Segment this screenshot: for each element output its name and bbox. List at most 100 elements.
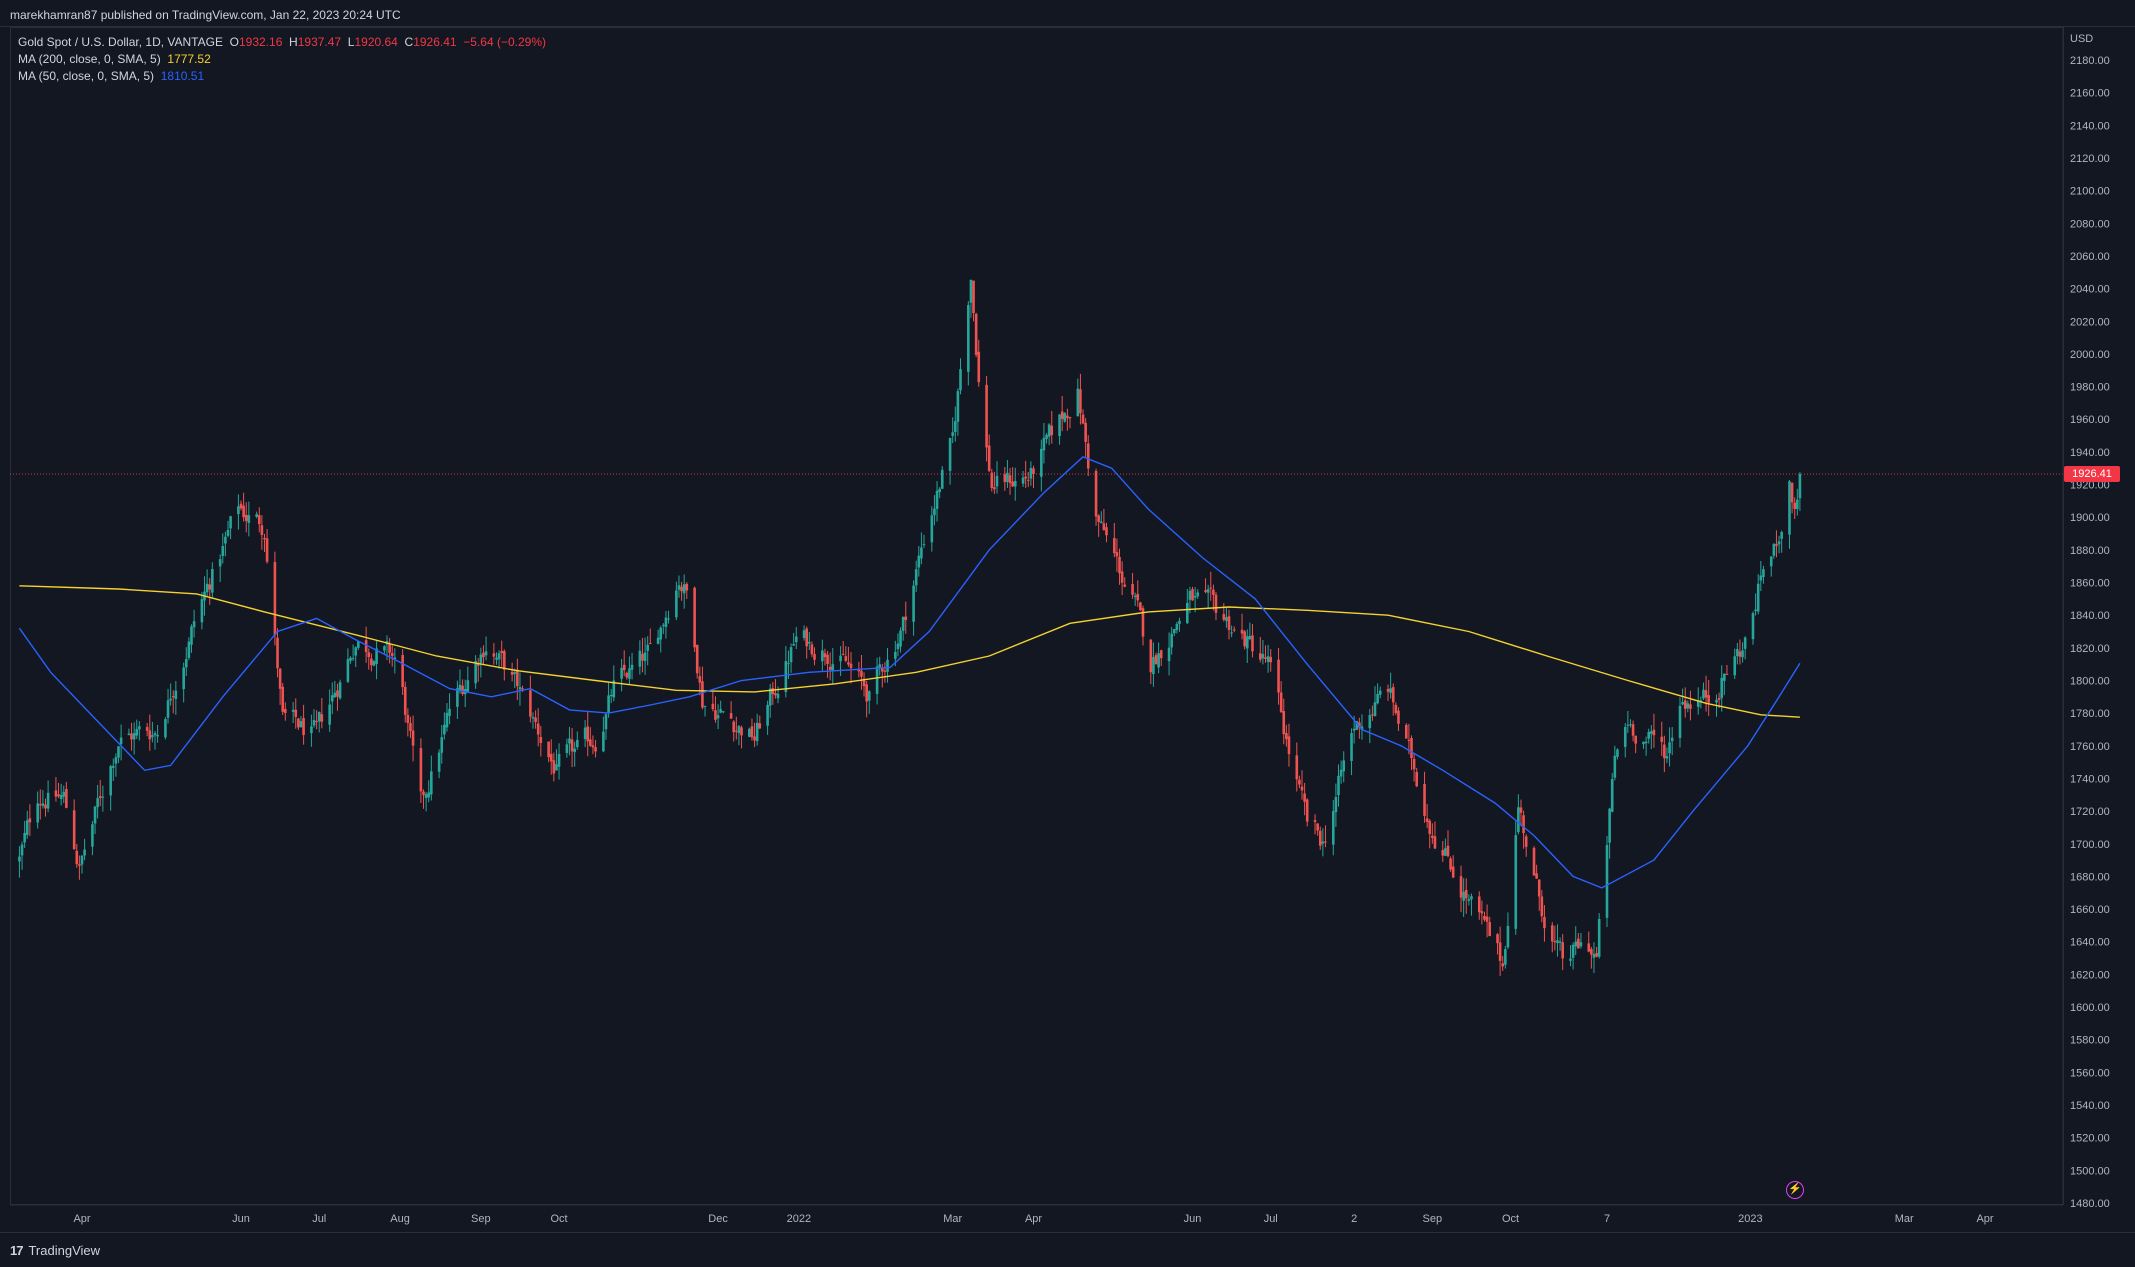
candle-body: [1115, 552, 1119, 557]
candle-body: [1222, 614, 1226, 620]
candle-body: [25, 820, 29, 835]
x-tick-label: Mar: [1895, 1213, 1914, 1225]
candle-body: [474, 661, 477, 684]
candle-body: [680, 586, 683, 592]
candle-body: [1574, 941, 1578, 947]
candle-body: [1519, 807, 1523, 813]
candle-body: [1650, 731, 1653, 734]
candle-body: [1733, 656, 1737, 676]
candle-body: [484, 651, 488, 656]
candle-body: [375, 648, 378, 664]
candle-body: [1678, 705, 1682, 738]
candle-body: [1120, 571, 1124, 583]
candle-body: [476, 663, 480, 666]
candle-body: [237, 506, 240, 515]
x-tick-label: Oct: [1502, 1213, 1519, 1225]
candle-body: [109, 766, 112, 796]
candle-body: [200, 599, 204, 623]
candle-body: [1029, 468, 1033, 479]
candle-body: [586, 726, 590, 742]
candle-body: [516, 669, 519, 687]
ma200-row[interactable]: MA (200, close, 0, SMA, 5) 1777.52: [18, 51, 546, 68]
low-value: 1920.64: [354, 35, 398, 49]
x-tick-label: Jun: [1184, 1213, 1202, 1225]
x-tick-label: 2: [1351, 1213, 1357, 1225]
candle-body: [370, 658, 373, 666]
y-tick-label: 1640.00: [2070, 937, 2110, 949]
lightning-icon[interactable]: ⚡: [1786, 1181, 1804, 1199]
candle-body: [1777, 541, 1781, 545]
candle-body: [1298, 779, 1301, 785]
candle-body: [1047, 424, 1051, 437]
candle-body: [735, 730, 738, 732]
candle-body: [36, 803, 39, 823]
candle-body: [755, 722, 759, 742]
candle-body: [1798, 474, 1802, 499]
candle-body: [748, 728, 751, 737]
candle-body: [1762, 569, 1765, 578]
brand[interactable]: 17 TradingView: [10, 1243, 100, 1258]
y-tick-label: 1540.00: [2070, 1100, 2110, 1112]
candle-body: [1524, 836, 1528, 847]
candle-body: [1251, 635, 1254, 652]
candle-body: [411, 730, 415, 746]
candle-body: [698, 676, 702, 683]
candle-body: [1412, 758, 1416, 770]
candle-body: [1788, 481, 1791, 535]
candle-body: [1391, 687, 1395, 703]
candle-body: [1376, 693, 1379, 704]
candle-body: [1209, 587, 1213, 589]
candle-body: [330, 695, 334, 702]
candle-body: [145, 727, 149, 731]
candle-body: [59, 795, 63, 799]
candle-body: [1717, 698, 1721, 700]
candle-body: [1264, 657, 1267, 659]
candle-body: [1079, 389, 1082, 414]
ma200-value: 1777.52: [167, 52, 211, 66]
candle-body: [643, 652, 647, 662]
candle-body: [315, 721, 318, 723]
candle-body: [1467, 898, 1471, 901]
candle-body: [732, 721, 736, 733]
candle-body: [1021, 477, 1025, 484]
candle-body: [336, 690, 339, 697]
candle-body: [1743, 637, 1747, 649]
candle-body: [967, 305, 970, 372]
candle-body: [768, 688, 772, 706]
candle-body: [1243, 631, 1246, 647]
y-tick-label: 1520.00: [2070, 1133, 2110, 1145]
y-tick-label: 1660.00: [2070, 904, 2110, 916]
candle-body: [711, 703, 715, 710]
candle-body: [612, 680, 616, 698]
candle-body: [437, 752, 441, 772]
candle-body: [881, 667, 884, 672]
candle-body: [609, 694, 613, 697]
candle-body: [440, 737, 444, 753]
candle-body: [539, 737, 543, 743]
candle-body: [281, 686, 285, 712]
candle-body: [247, 515, 251, 523]
candle-body: [44, 804, 47, 809]
candle-body: [1613, 755, 1617, 778]
candle-body: [940, 469, 944, 489]
candles: [18, 279, 1802, 976]
candle-body: [1462, 891, 1465, 901]
candle-body: [135, 728, 139, 736]
candle-body: [1410, 738, 1413, 759]
x-tick-label: Dec: [708, 1213, 728, 1225]
candle-body: [98, 796, 102, 799]
candle-body: [182, 667, 185, 690]
candle-body: [1008, 475, 1012, 484]
x-tick-label: 2023: [1738, 1213, 1762, 1225]
candle-body: [148, 730, 152, 740]
candle-body: [956, 391, 960, 422]
candle-body: [549, 753, 553, 762]
candle-body: [1373, 702, 1377, 717]
candle-body: [1561, 942, 1564, 959]
candle-body: [1665, 756, 1669, 759]
candle-body: [130, 733, 133, 740]
ma50-row[interactable]: MA (50, close, 0, SMA, 5) 1810.51: [18, 68, 546, 85]
candle-body: [1501, 963, 1505, 967]
candle-body: [1660, 736, 1664, 742]
